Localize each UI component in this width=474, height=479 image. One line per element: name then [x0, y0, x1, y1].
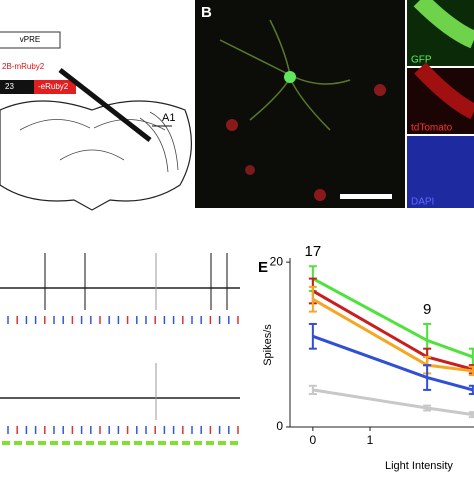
cell [226, 119, 238, 131]
construct-label: 2B-mRuby2 [2, 62, 45, 71]
x-tick-label: 1 [367, 433, 374, 447]
annotation: 17 [305, 243, 322, 260]
channel-signal [414, 62, 474, 120]
brain-structure [19, 119, 166, 161]
y-axis-label: Spikes/s [262, 324, 274, 366]
panel-label: E [258, 259, 268, 276]
region-label: A1 [162, 112, 175, 124]
channel-label: GFP [411, 55, 432, 66]
y-tick-label: 20 [270, 254, 284, 268]
scale-bar [340, 194, 392, 199]
channel-label: DAPI [411, 197, 434, 208]
panel-b: B GFP tdTomato DAPI [195, 0, 474, 208]
brain-outline [0, 100, 193, 211]
x-axis-label: Light Intensity [385, 460, 453, 472]
neuron [284, 71, 296, 83]
construct-label: -eRuby2 [38, 82, 69, 91]
construct-label: vPRE [20, 35, 40, 44]
chart: E Spikes/s Light Intensity 0 20 0 1 17 9 [258, 243, 474, 472]
channel-image [407, 136, 474, 208]
panel-a: vPRE 2B-mRuby2 23 -eRuby2 A1 [0, 31, 193, 211]
construct-box [34, 80, 76, 94]
cell [374, 84, 386, 96]
series-line [312, 388, 474, 417]
cell [314, 189, 326, 201]
light-pulses [7, 316, 239, 434]
construct-box [0, 31, 61, 49]
annotation: 9 [423, 301, 431, 318]
x-tick-label: 0 [310, 433, 317, 447]
cell [245, 165, 255, 175]
series-line [312, 289, 474, 371]
y-tick-label: 0 [276, 419, 283, 433]
panel-label: B [201, 4, 212, 21]
channel-signal [413, 0, 474, 49]
cortex-layer [139, 111, 179, 173]
construct-label: 23 [5, 82, 14, 91]
panel-d [0, 253, 240, 445]
micrograph [195, 0, 405, 208]
series-line [312, 297, 474, 373]
construct-box [0, 80, 34, 94]
channel-label: tdTomato [411, 123, 453, 134]
fiber [58, 68, 152, 142]
